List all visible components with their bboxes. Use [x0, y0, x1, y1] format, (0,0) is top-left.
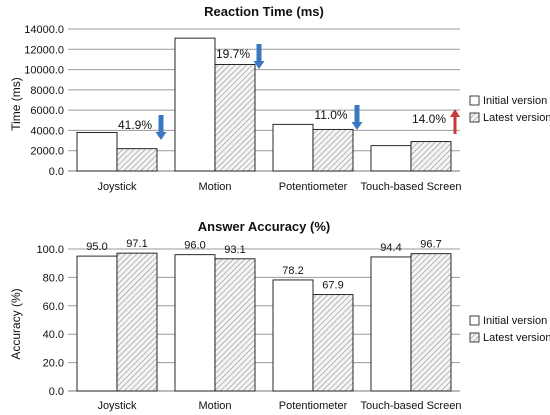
- y-tick-label: 20.0: [43, 358, 64, 370]
- x-category-label: Touch-based Screen: [361, 181, 462, 193]
- arrow-up-icon: [450, 109, 460, 134]
- arrow-down-icon: [155, 115, 167, 140]
- y-tick-label: 0.0: [49, 386, 64, 398]
- bar-latest-version: [410, 141, 452, 172]
- change-label: 14.0%: [412, 112, 446, 126]
- y-tick-label: 4000.0: [30, 125, 64, 137]
- data-label: 67.9: [322, 280, 343, 292]
- y-tick-label: 6000.0: [30, 105, 64, 117]
- y-tick-label: 10000.0: [24, 65, 64, 77]
- legend-label: Initial version: [483, 315, 547, 327]
- arrow-head: [450, 109, 460, 117]
- arrow-down-icon: [253, 44, 265, 69]
- arrow-shaft: [354, 105, 360, 123]
- bar-initial-version: [76, 255, 118, 392]
- legend-label: Latest version: [483, 112, 550, 124]
- y-axis-label: Accuracy (%): [9, 288, 23, 359]
- arrow-head: [155, 132, 167, 140]
- change-label: 19.7%: [216, 47, 250, 61]
- arrow-shaft: [158, 115, 164, 133]
- data-label: 95.0: [86, 241, 107, 253]
- y-tick-label: 12000.0: [24, 44, 64, 56]
- legend-swatch-latest: [469, 332, 480, 343]
- bar-initial-version: [174, 254, 216, 392]
- y-tick-label: 8000.0: [30, 85, 64, 97]
- x-category-label: Potentiometer: [279, 400, 348, 412]
- legend-label: Initial version: [483, 95, 547, 107]
- x-category-label: Motion: [198, 181, 231, 193]
- bar-initial-version: [174, 37, 216, 172]
- y-tick-label: 40.0: [43, 329, 64, 341]
- data-label: 96.0: [184, 240, 205, 252]
- change-label: 11.0%: [314, 108, 347, 122]
- bar-latest-version: [312, 294, 354, 392]
- bar-latest-version: [214, 258, 256, 392]
- x-category-label: Joystick: [97, 400, 137, 412]
- data-label: 97.1: [126, 238, 147, 250]
- legend-label: Latest version: [483, 332, 550, 344]
- legend-swatch-latest: [469, 112, 480, 123]
- bar-latest-version: [116, 148, 158, 172]
- bar-latest-version: [116, 252, 158, 392]
- change-label: 41.9%: [118, 118, 152, 132]
- legend-swatch-initial: [469, 95, 480, 106]
- arrow-down-icon: [351, 105, 363, 130]
- y-tick-label: 80.0: [43, 272, 64, 284]
- data-label: 78.2: [282, 265, 303, 277]
- chart-title: Answer Accuracy (%): [198, 219, 330, 234]
- x-category-label: Motion: [198, 400, 231, 412]
- y-tick-label: 0.0: [49, 166, 64, 178]
- x-category-label: Touch-based Screen: [361, 400, 462, 412]
- legend-swatch-initial: [469, 315, 480, 326]
- chart-title: Reaction Time (ms): [204, 4, 324, 19]
- reaction-time-chart: Reaction Time (ms) Time (ms) 0.0 2000.0 4000…: [9, 4, 550, 193]
- y-tick-label: 60.0: [43, 301, 64, 313]
- answer-accuracy-chart: Answer Accuracy (%) Accuracy (%) 0.0 20.0 40…: [9, 219, 550, 412]
- y-tick-label: 2000.0: [30, 146, 64, 158]
- arrow-shaft: [256, 44, 262, 62]
- x-category-label: Joystick: [97, 181, 137, 193]
- y-tick-label: 100.0: [36, 244, 64, 256]
- bar-initial-version: [272, 279, 314, 392]
- bar-initial-version: [272, 123, 314, 172]
- bar-initial-version: [370, 256, 412, 392]
- x-category-label: Potentiometer: [279, 181, 348, 193]
- arrow-head: [351, 122, 363, 130]
- y-tick-label: 14000.0: [24, 24, 64, 36]
- data-label: 93.1: [224, 244, 245, 256]
- arrow-shaft: [453, 116, 457, 134]
- data-label: 96.7: [420, 239, 441, 251]
- data-label: 94.4: [380, 242, 401, 254]
- bar-initial-version: [76, 132, 118, 172]
- bar-latest-version: [312, 128, 354, 172]
- bar-latest-version: [214, 64, 256, 172]
- bar-latest-version: [410, 253, 452, 392]
- y-axis-label: Time (ms): [9, 77, 23, 131]
- bar-initial-version: [370, 145, 412, 172]
- arrow-head: [253, 61, 265, 69]
